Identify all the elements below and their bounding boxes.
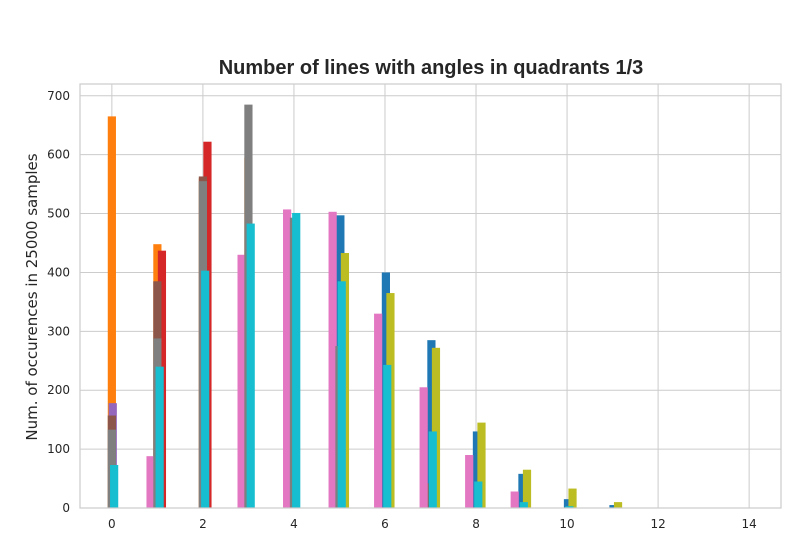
bar <box>427 340 436 508</box>
bar <box>107 116 116 508</box>
x-tick-label: 8 <box>472 517 480 531</box>
bar <box>237 254 246 508</box>
y-tick-label: 600 <box>47 148 70 162</box>
bar <box>328 211 337 509</box>
plot-frame <box>79 83 782 509</box>
x-tick-label: 6 <box>381 517 389 531</box>
y-tick-label: 700 <box>47 89 70 103</box>
bar <box>565 506 574 508</box>
y-tick-label: 300 <box>47 324 70 338</box>
bar <box>522 469 532 508</box>
bar <box>465 455 474 508</box>
x-tick-label: 0 <box>108 517 116 531</box>
bars <box>107 104 623 509</box>
bar <box>155 366 164 508</box>
bar <box>419 387 428 508</box>
y-tick-label: 200 <box>47 383 70 397</box>
bar <box>563 499 573 508</box>
bar <box>510 491 519 508</box>
chart-title: Number of lines with angles in quadrants… <box>219 57 644 79</box>
bar <box>613 502 623 508</box>
bar <box>477 422 486 508</box>
bar <box>609 505 618 508</box>
x-tick-label: 14 <box>741 517 756 531</box>
bar <box>201 270 210 508</box>
bar <box>518 473 527 508</box>
y-axis-label: Num. of occurences in 25000 samples <box>23 153 41 440</box>
bar <box>428 431 437 508</box>
bar <box>568 488 577 508</box>
y-tick-label: 500 <box>47 207 70 221</box>
x-tick-label: 4 <box>290 517 298 531</box>
bar <box>292 212 301 508</box>
bar <box>374 313 383 508</box>
bar <box>110 465 119 508</box>
y-tick-label: 0 <box>62 501 70 515</box>
x-tick-label: 2 <box>199 517 207 531</box>
bar <box>283 209 292 508</box>
bar <box>474 481 483 508</box>
y-tick-label: 100 <box>47 442 70 456</box>
bar <box>146 456 155 508</box>
bar <box>519 502 528 508</box>
x-tick-labels: 0 2 4 6 8 10 12 14 <box>108 517 757 531</box>
x-tick-label: 12 <box>650 517 665 531</box>
bar <box>431 347 441 508</box>
y-tick-label: 400 <box>47 265 70 279</box>
bar <box>337 281 346 508</box>
bar <box>472 431 482 508</box>
y-tick-labels: 0 100 200 300 400 500 600 700 <box>47 89 70 515</box>
plot-border <box>79 83 782 509</box>
bar <box>383 364 392 508</box>
x-tick-label: 10 <box>559 517 574 531</box>
bar <box>246 223 255 509</box>
